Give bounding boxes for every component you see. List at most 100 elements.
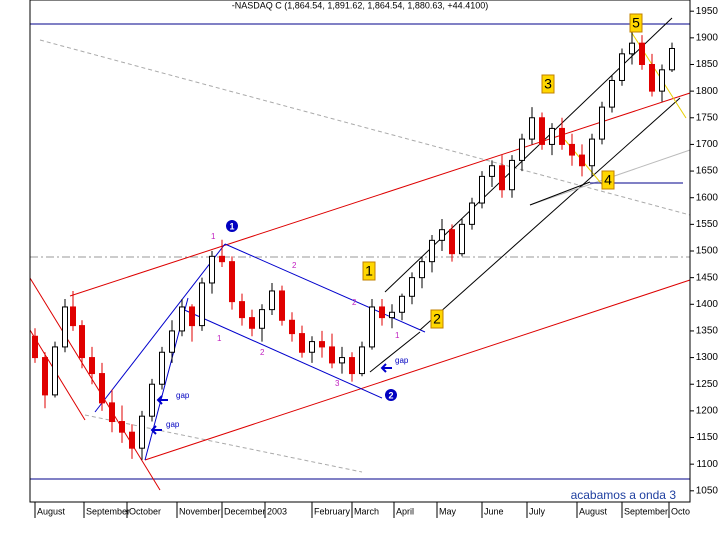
wave-box [541,74,555,94]
x-tick-label: August [37,506,66,516]
wave-label: 4 [604,172,612,188]
candle-body [349,357,355,375]
candle-body [119,421,125,433]
candle-body [219,255,225,263]
channel-line [419,97,681,331]
subwave-label: 1 [211,232,216,241]
candle-body [479,175,485,204]
candle-body [269,290,275,311]
wave-label: 1 [365,263,373,279]
candle-body [42,357,48,396]
x-tick-label: 2003 [267,506,287,516]
candle-body [489,165,495,177]
candle-body [509,159,515,191]
candle-body [529,117,535,140]
candle-body [129,431,135,449]
x-tick-label: June [484,506,504,516]
candle-body [289,319,295,335]
candle-body [639,42,645,65]
x-tick-label: August [579,506,608,516]
candle-body [579,154,585,167]
circled-label: 2 [388,390,393,400]
candle-body [389,311,395,319]
candle-body [52,346,58,396]
gap-arrow [156,395,168,405]
subwave-label: 2 [352,298,357,307]
candle-body [619,53,625,81]
candle-body [379,306,385,319]
y-tick-label: 1450 [696,272,719,283]
wedge-line [94,243,226,413]
chart-title: -NASDAQ C (1,864.54, 1,891.62, 1,864.54,… [232,0,488,10]
x-tick-label: April [396,506,414,516]
y-tick-label: 1050 [696,485,719,496]
wave-box [362,261,376,281]
subwave-label: 2 [260,348,265,357]
circle-marker [385,389,397,401]
candle-body [309,341,315,353]
candle-body [259,309,265,329]
x-tick-label: November [179,506,221,516]
labels: 1 2 3 4 5 1 2 gap gap gap 1 1 2 2 2 3 1 … [166,13,676,502]
x-tick-label: March [354,506,379,516]
y-tick-label: 1700 [696,139,719,150]
candle-body [79,325,85,359]
candle-body [649,63,655,92]
candle-body [149,383,155,417]
candle-body [359,346,365,375]
gap-arrow [150,425,162,435]
candle-body [369,306,375,348]
wave-label: 5 [632,15,640,31]
candles [32,32,675,460]
channel-line [144,279,691,461]
y-tick-label: 1650 [696,166,719,177]
candle-body [669,47,675,71]
x-tick-label: July [529,506,546,516]
candle-body [609,79,615,108]
y-tick-label: 1900 [696,32,719,43]
candle-body [599,106,605,140]
y-tick-label: 1250 [696,379,719,390]
channel-line [369,331,421,373]
candle-body [339,357,345,364]
candle-body [189,306,195,327]
x-tick-label: September [86,506,130,516]
axes: 1050 1100 1150 1200 1250 1300 1350 1400 1450 1500… [34,6,719,518]
candle-body [229,261,235,303]
candle-body [449,229,455,255]
candle-body [459,223,465,255]
y-tick-label: 1350 [696,326,719,337]
x-tick-label: October [129,506,161,516]
y-tick-label: 1550 [696,219,719,230]
candle-body [179,306,185,332]
candle-body [409,277,415,297]
y-tick-label: 1800 [696,86,719,97]
y-tick-label: 1600 [696,192,719,203]
gap-label: gap [176,391,190,400]
candle-body [32,335,38,359]
candle-body [169,330,175,353]
candle-body [159,351,165,385]
candle-body [89,357,95,375]
y-tick-label: 1100 [696,459,718,470]
circled-label: 1 [229,221,234,231]
channel-line [69,92,691,297]
wedge-line [179,307,383,399]
candle-body [299,333,305,353]
candle-body [399,295,405,313]
candle-body [439,229,445,241]
candle-body [199,282,205,327]
candle-body [499,165,505,191]
x-tick-label: Octo [671,506,690,516]
channel-line [29,277,161,491]
subwave-label: 2 [292,261,297,270]
candle-body [629,42,635,55]
gap-label: gap [166,420,180,429]
y-tick-label: 1750 [696,112,719,123]
candle-body [539,117,545,145]
candle-body [419,261,425,279]
candle-body [209,255,215,284]
wave-box [629,13,643,33]
y-tick-label: 1300 [696,352,719,363]
